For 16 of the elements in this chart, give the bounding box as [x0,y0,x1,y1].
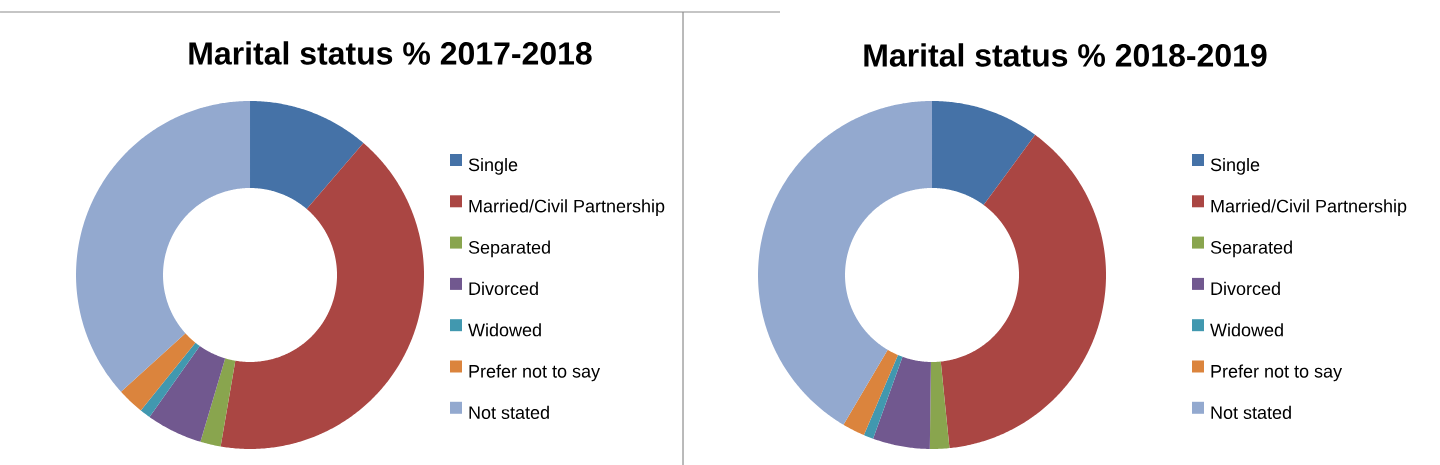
legend-label: Divorced [469,281,538,296]
legend-label: Widowed [1210,323,1283,337]
legend-label: Married/Civil Partnership [469,199,665,217]
chart-title: Marital status % 2017-2018 [189,41,592,65]
legend-label: Separated [468,240,550,258]
legend-label: Married/Civil Partnership [1211,199,1407,217]
legend-label: Not stated [1211,405,1291,419]
legend-label: Widowed [468,323,541,337]
legend-label: Not stated [469,405,549,419]
chart-title: Marital status % 2018-2019 [864,43,1267,67]
legend-label: Single [1210,157,1260,175]
legend-label: Prefer not to say [1211,364,1343,382]
legend-label: Single [468,157,518,175]
legend-label: Divorced [1211,281,1280,296]
legend-label: Prefer not to say [469,364,601,382]
legend-label: Separated [1210,240,1292,258]
